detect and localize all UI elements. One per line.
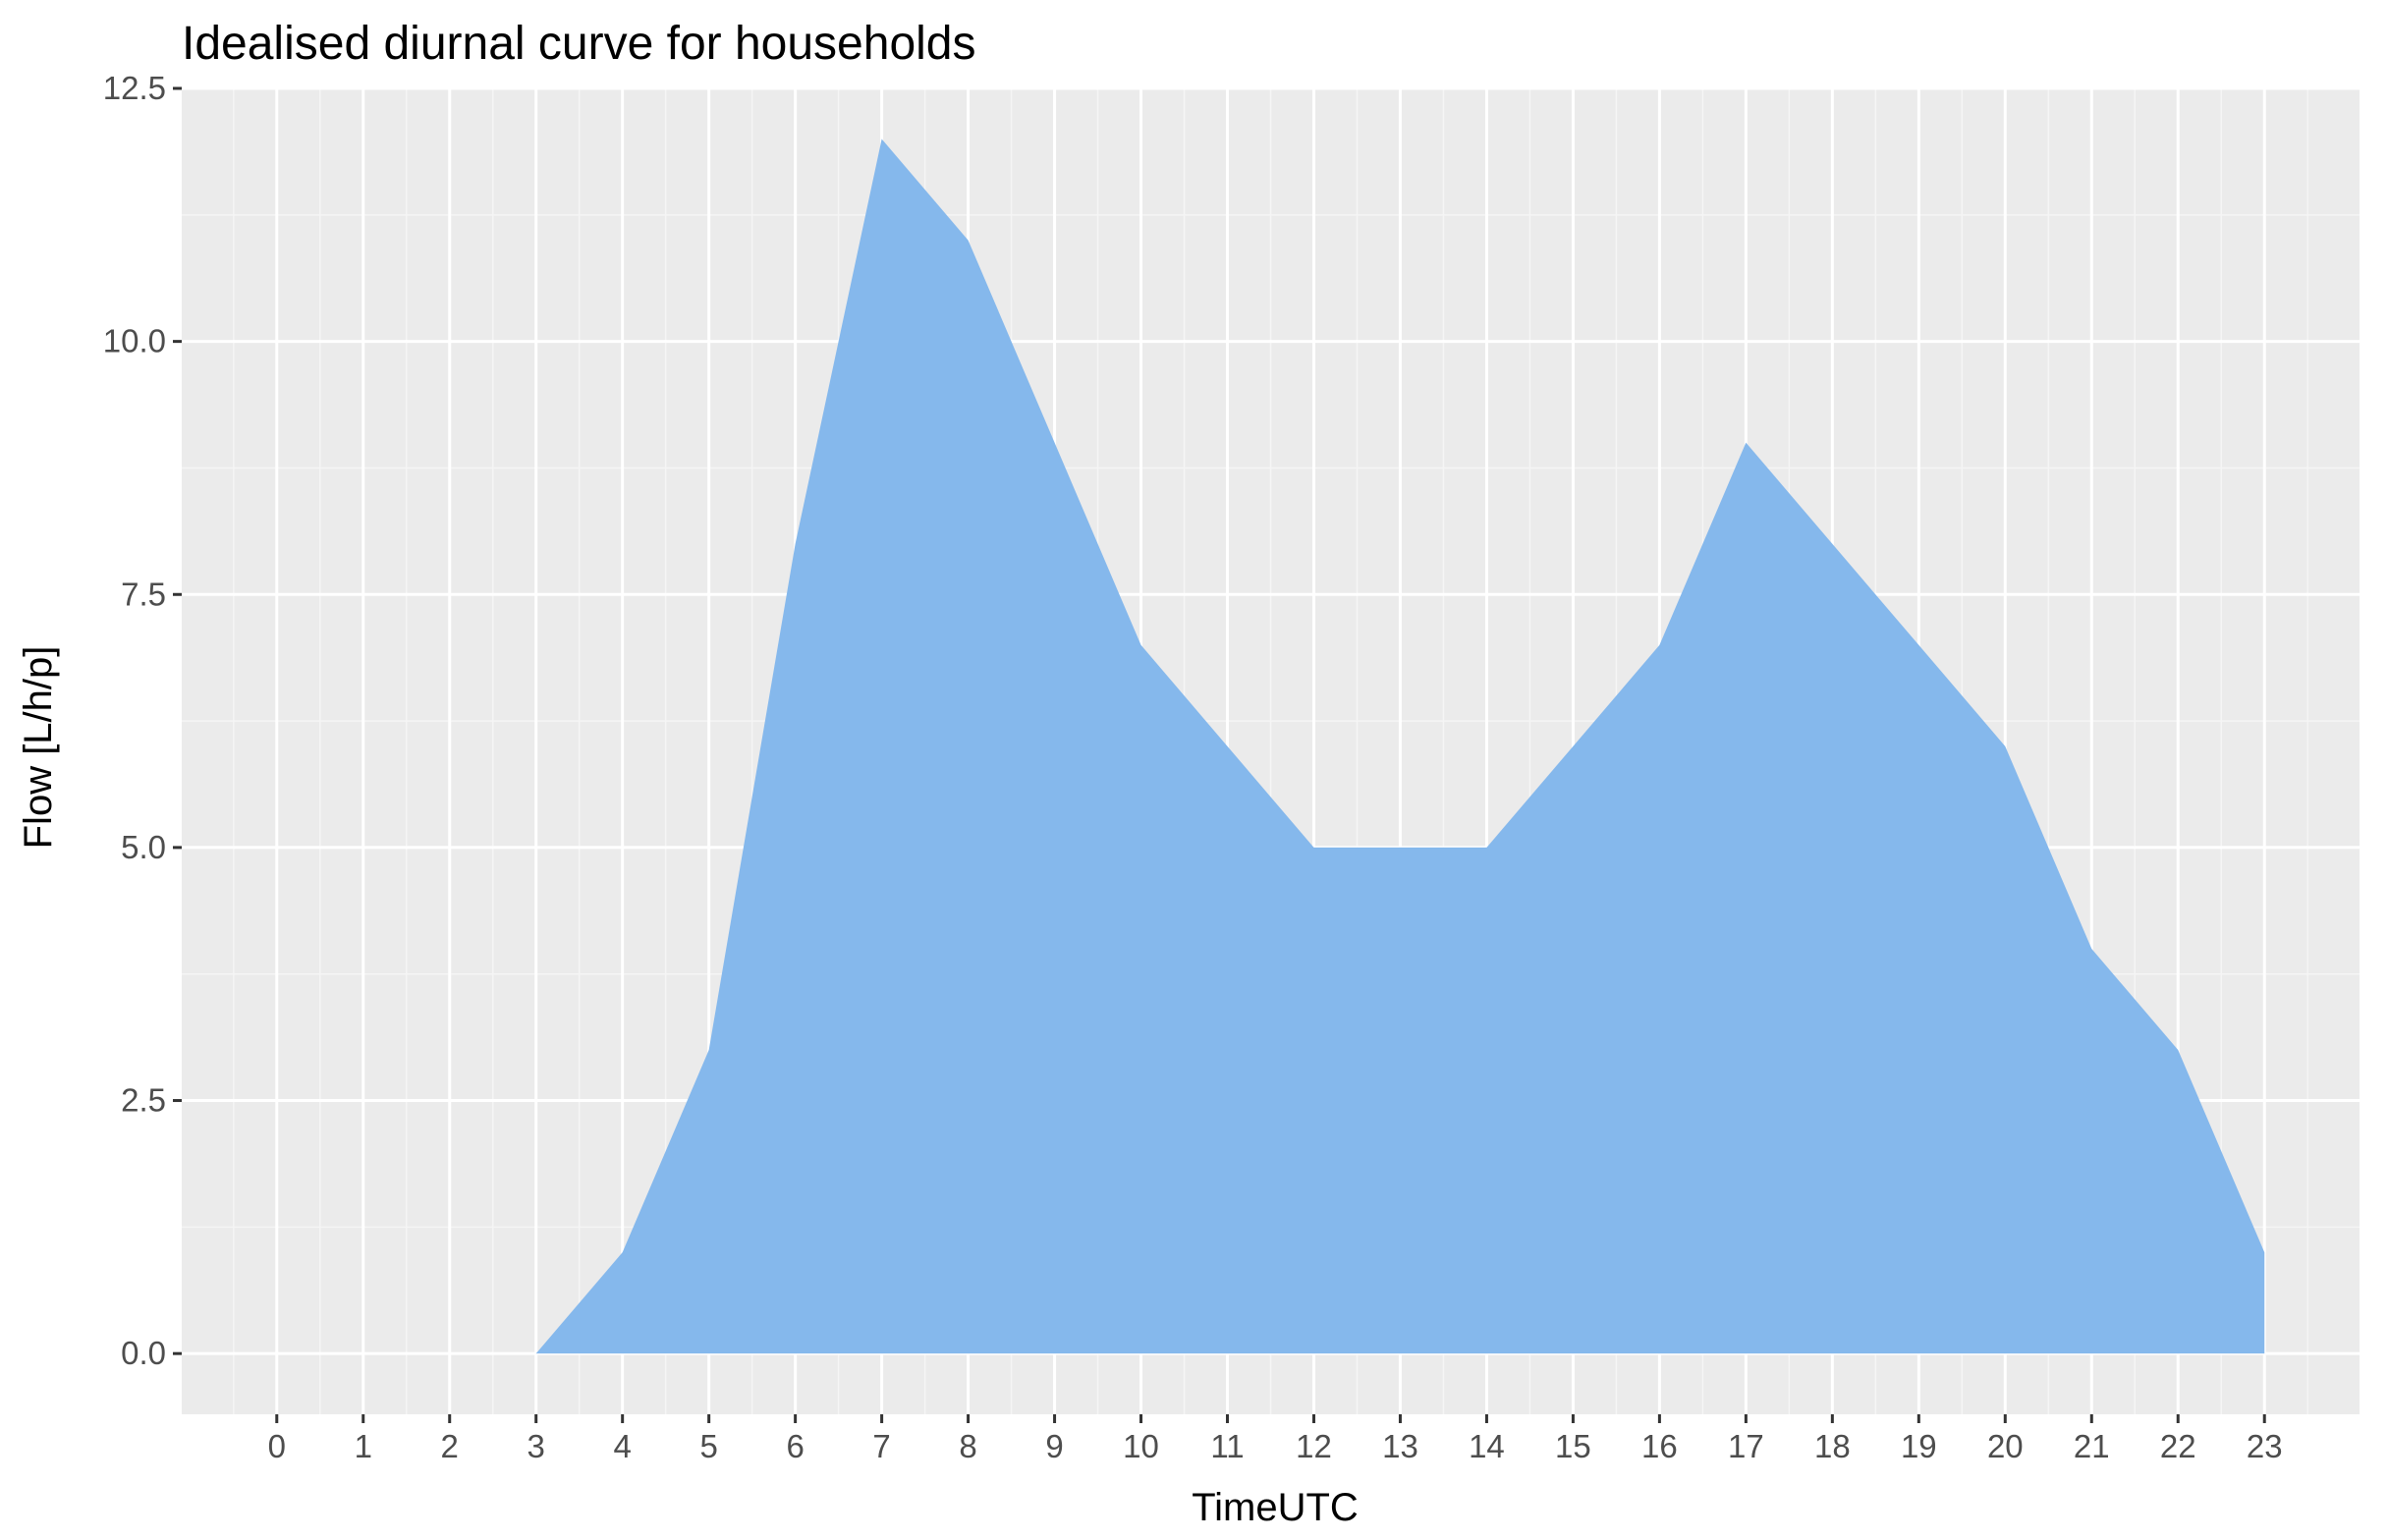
y-tick-label: 10.0 <box>103 323 166 359</box>
y-tick-label: 7.5 <box>121 576 166 612</box>
x-tick-label: 9 <box>1045 1428 1063 1464</box>
x-axis: 0 1 2 3 4 5 6 7 8 9 10 11 12 13 14 15 16 17 18 19 20 21 22 23 <box>268 1414 2283 1464</box>
x-tick-label: 10 <box>1123 1428 1159 1464</box>
y-tick-label: 5.0 <box>121 829 166 865</box>
x-tick-label: 7 <box>872 1428 890 1464</box>
y-tick-label: 12.5 <box>103 70 166 106</box>
x-tick-label: 11 <box>1210 1428 1244 1464</box>
x-tick-label: 19 <box>1901 1428 1937 1464</box>
y-axis-label: Flow [L/h/p] <box>17 646 60 850</box>
flow-area <box>535 138 2265 1354</box>
x-tick-label: 6 <box>786 1428 804 1464</box>
y-tick-label: 2.5 <box>121 1082 166 1119</box>
x-axis-label: TimeUTC <box>1192 1486 1359 1529</box>
x-tick-label: 12 <box>1296 1428 1332 1464</box>
x-tick-label: 3 <box>528 1428 545 1464</box>
chart-title: Idealised diurnal curve for households <box>182 18 976 70</box>
x-tick-label: 8 <box>959 1428 976 1464</box>
x-tick-label: 13 <box>1382 1428 1418 1464</box>
x-tick-label: 14 <box>1469 1428 1505 1464</box>
x-tick-label: 0 <box>268 1428 286 1464</box>
x-tick-label: 4 <box>613 1428 631 1464</box>
y-axis: 0.0 2.5 5.0 7.5 10.0 12.5 <box>103 70 182 1371</box>
x-tick-label: 23 <box>2247 1428 2283 1464</box>
x-tick-label: 18 <box>1814 1428 1851 1464</box>
y-tick-label: 0.0 <box>121 1335 166 1371</box>
x-tick-label: 1 <box>355 1428 372 1464</box>
x-tick-label: 16 <box>1641 1428 1678 1464</box>
x-tick-label: 2 <box>441 1428 459 1464</box>
x-tick-label: 22 <box>2160 1428 2196 1464</box>
x-tick-label: 15 <box>1555 1428 1591 1464</box>
x-tick-label: 17 <box>1728 1428 1764 1464</box>
x-tick-label: 20 <box>1987 1428 2024 1464</box>
x-tick-label: 5 <box>699 1428 717 1464</box>
x-tick-label: 21 <box>2074 1428 2110 1464</box>
